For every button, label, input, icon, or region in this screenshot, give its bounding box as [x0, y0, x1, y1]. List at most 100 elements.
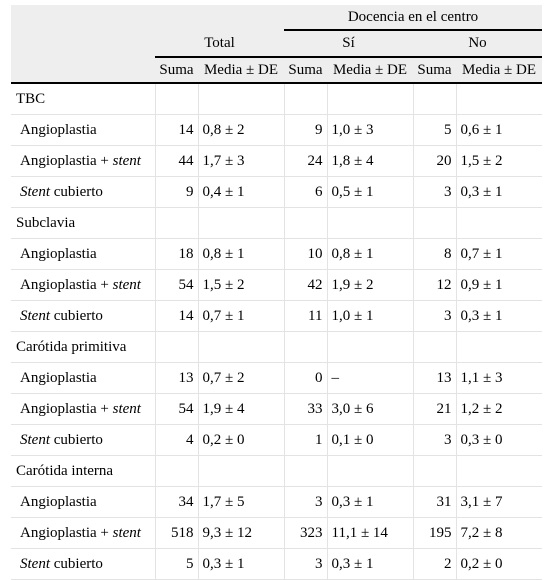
media-cell: 0,3 ± 1	[455, 300, 543, 332]
media-cell: 1,0 ± 1	[326, 300, 413, 332]
table-row: Angioplastia 34 1,7 ± 5 3 0,3 ± 1 31 3,1 ± 7	[11, 486, 543, 518]
row-label: Stent cubierto	[11, 548, 155, 580]
data-table-container: Docencia en el centro Total Sí No Suma M…	[11, 5, 543, 580]
suma-cell: 5	[154, 548, 198, 580]
section-row: Subclavia	[11, 207, 543, 239]
table-row: Angioplastia + stent 44 1,7 ± 3 24 1,8 ± 4 20…	[11, 145, 543, 177]
media-cell: 0,3 ± 1	[197, 548, 284, 580]
media-cell: 3,1 ± 7	[455, 486, 543, 518]
media-cell: 1,0 ± 3	[326, 114, 413, 146]
table-row: Angioplastia 14 0,8 ± 2 9 1,0 ± 3 5 0,6 ± 1	[11, 114, 543, 146]
section-label: Carótida interna	[11, 455, 155, 487]
media-cell: 0,8 ± 2	[197, 114, 284, 146]
row-label-text: Angioplastia +	[20, 152, 113, 169]
row-label: Angioplastia	[11, 238, 155, 270]
suma-cell: 3	[412, 300, 456, 332]
suma-cell: 31	[412, 486, 456, 518]
empty-cell	[412, 455, 456, 487]
table-header: Docencia en el centro Total Sí No Suma M…	[11, 5, 543, 84]
suma-cell: 10	[283, 238, 327, 270]
suma-cell: 8	[412, 238, 456, 270]
suma-cell: 2	[412, 548, 456, 580]
section-label: Carótida primitiva	[11, 331, 155, 363]
suma-cell: 3	[412, 424, 456, 456]
empty-cell	[455, 455, 543, 487]
empty-cell	[197, 207, 284, 239]
header-media: Media ± DE	[327, 57, 413, 84]
row-label-text: Angioplastia +	[20, 524, 113, 541]
media-cell: 0,3 ± 1	[455, 176, 543, 208]
row-label-text: cubierto	[50, 183, 103, 200]
suma-cell: 20	[412, 145, 456, 177]
media-cell: 11,1 ± 14	[326, 517, 413, 549]
row-label-text: Angioplastia	[20, 369, 97, 386]
empty-cell	[283, 207, 327, 239]
empty-cell	[283, 455, 327, 487]
suma-cell: 44	[154, 145, 198, 177]
table-body: TBC Angioplastia 14 0,8 ± 2 9 1,0 ± 3 5 0,6 ± 1…	[11, 83, 543, 580]
empty-cell	[412, 331, 456, 363]
section-label: TBC	[11, 83, 155, 115]
header-suma: Suma	[413, 57, 456, 84]
media-cell: 0,5 ± 1	[326, 176, 413, 208]
empty-cell	[455, 331, 543, 363]
header-blank	[11, 5, 155, 30]
suma-cell: 0	[283, 362, 327, 394]
media-cell: 0,8 ± 1	[197, 238, 284, 270]
media-cell: 0,2 ± 0	[197, 424, 284, 456]
empty-cell	[283, 83, 327, 115]
media-cell: 1,8 ± 4	[326, 145, 413, 177]
row-label-italic: Stent	[20, 431, 50, 448]
suma-cell: 3	[283, 548, 327, 580]
empty-cell	[154, 455, 198, 487]
media-cell: 1,5 ± 2	[455, 145, 543, 177]
row-label-text: cubierto	[50, 555, 103, 572]
header-suma: Suma	[284, 57, 327, 84]
table-row: Stent cubierto 5 0,3 ± 1 3 0,3 ± 1 2 0,2 ± 0	[11, 548, 543, 580]
empty-cell	[326, 83, 413, 115]
suma-cell: 11	[283, 300, 327, 332]
suma-cell: 3	[412, 176, 456, 208]
row-label: Angioplastia	[11, 114, 155, 146]
suma-cell: 54	[154, 269, 198, 301]
row-label: Angioplastia + stent	[11, 269, 155, 301]
suma-cell: 12	[412, 269, 456, 301]
suma-cell: 24	[283, 145, 327, 177]
suma-cell: 21	[412, 393, 456, 425]
row-label-italic: stent	[112, 276, 141, 293]
suma-cell: 34	[154, 486, 198, 518]
row-label-text: cubierto	[50, 431, 103, 448]
header-docencia: Docencia en el centro	[284, 5, 543, 31]
empty-cell	[412, 83, 456, 115]
row-label-italic: Stent	[20, 307, 50, 324]
section-label: Subclavia	[11, 207, 155, 239]
media-cell: 0,7 ± 1	[455, 238, 543, 270]
media-cell: 1,7 ± 5	[197, 486, 284, 518]
table-row: Angioplastia 18 0,8 ± 1 10 0,8 ± 1 8 0,7 ± 1	[11, 238, 543, 270]
empty-cell	[412, 207, 456, 239]
media-cell: 0,4 ± 1	[197, 176, 284, 208]
empty-cell	[197, 83, 284, 115]
media-cell: 3,0 ± 6	[326, 393, 413, 425]
row-label-text: Angioplastia	[20, 245, 97, 262]
table-row: Angioplastia + stent 54 1,5 ± 2 42 1,9 ± 2 12…	[11, 269, 543, 301]
row-label-italic: stent	[112, 524, 141, 541]
row-label-italic: Stent	[20, 183, 50, 200]
media-cell: –	[326, 362, 413, 394]
empty-cell	[154, 207, 198, 239]
media-cell: 0,6 ± 1	[455, 114, 543, 146]
row-label: Angioplastia	[11, 362, 155, 394]
suma-cell: 1	[283, 424, 327, 456]
row-label-italic: stent	[112, 400, 141, 417]
row-label-text: cubierto	[50, 307, 103, 324]
media-cell: 1,9 ± 2	[326, 269, 413, 301]
header-suma: Suma	[155, 57, 198, 84]
media-cell: 0,8 ± 1	[326, 238, 413, 270]
empty-cell	[283, 331, 327, 363]
empty-cell	[154, 83, 198, 115]
section-row: Carótida interna	[11, 455, 543, 487]
table-row: Stent cubierto 14 0,7 ± 1 11 1,0 ± 1 3 0,3 ± 1	[11, 300, 543, 332]
row-label: Angioplastia + stent	[11, 517, 155, 549]
media-cell: 0,7 ± 1	[197, 300, 284, 332]
empty-cell	[326, 455, 413, 487]
